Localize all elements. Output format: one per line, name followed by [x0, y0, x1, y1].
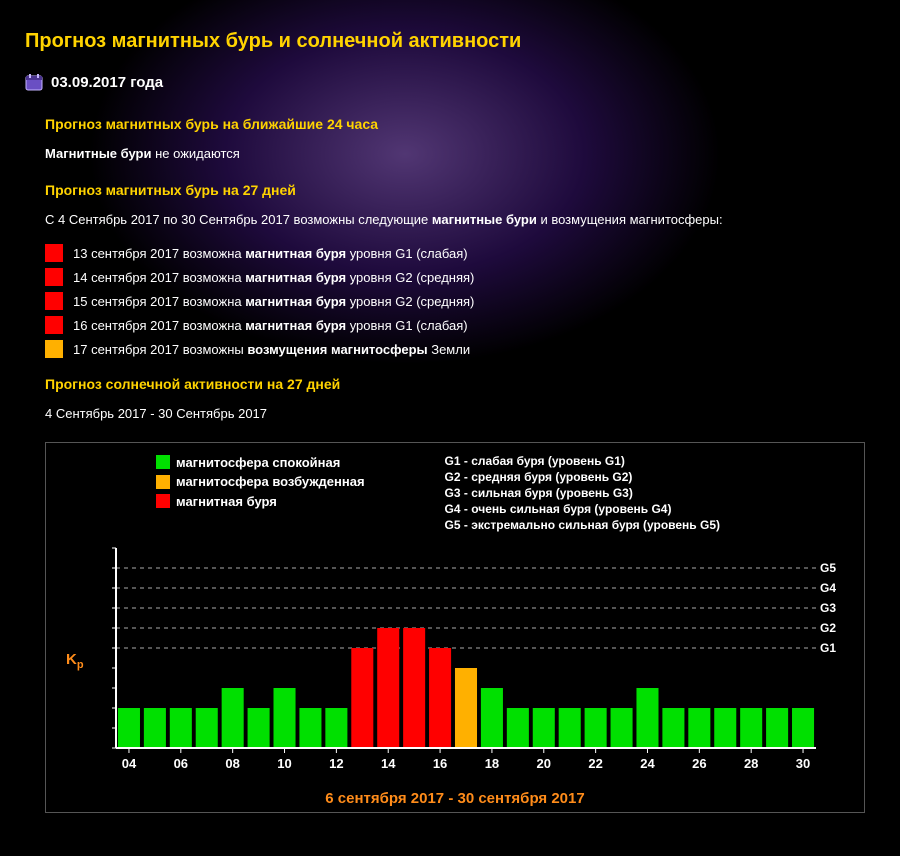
section-solar-range: 4 Сентябрь 2017 - 30 Сентябрь 2017: [45, 404, 875, 424]
legend-row: магнитная буря: [156, 492, 365, 512]
sec1-bold: Магнитные бури: [45, 146, 152, 161]
legend-label: магнитосфера спокойная: [176, 453, 340, 473]
svg-text:16: 16: [433, 756, 447, 771]
storm-text: 16 сентября 2017 возможна магнитная буря…: [73, 318, 468, 333]
storm-list-item: 14 сентября 2017 возможна магнитная буря…: [45, 268, 875, 286]
legend-label: магнитосфера возбужденная: [176, 472, 365, 492]
severity-square-icon: [45, 316, 63, 334]
svg-text:G4: G4: [820, 581, 836, 595]
svg-text:22: 22: [588, 756, 602, 771]
chart-container: магнитосфера спокойнаямагнитосфера возбу…: [45, 442, 865, 814]
legend-swatch-icon: [156, 455, 170, 469]
svg-text:10: 10: [277, 756, 291, 771]
severity-square-icon: [45, 268, 63, 286]
x-axis-caption: 6 сентября 2017 - 30 сентября 2017: [56, 790, 854, 807]
svg-text:18: 18: [485, 756, 499, 771]
intro-c: и возмущения магнитосферы:: [537, 212, 723, 227]
svg-text:G3: G3: [820, 601, 836, 615]
svg-text:28: 28: [744, 756, 758, 771]
storm-text: 14 сентября 2017 возможна магнитная буря…: [73, 270, 474, 285]
svg-text:04: 04: [122, 756, 137, 771]
legend-column: магнитосфера спокойнаямагнитосфера возбу…: [156, 453, 365, 534]
svg-text:24: 24: [640, 756, 655, 771]
storm-text: 17 сентября 2017 возможны возмущения маг…: [73, 342, 470, 357]
g-legend-line: G4 - очень сильная буря (уровень G4): [445, 501, 720, 517]
g-legend-line: G3 - сильная буря (уровень G3): [445, 485, 720, 501]
g-legend-line: G5 - экстремально сильная буря (уровень …: [445, 517, 720, 533]
page-title: Прогноз магнитных бурь и солнечной актив…: [25, 30, 875, 53]
storm-text: 15 сентября 2017 возможна магнитная буря…: [73, 294, 474, 309]
svg-text:14: 14: [381, 756, 396, 771]
svg-text:30: 30: [796, 756, 810, 771]
storm-list-item: 17 сентября 2017 возможны возмущения маг…: [45, 340, 875, 358]
intro-a: С 4 Сентябрь 2017 по 30 Сентябрь 2017 во…: [45, 212, 432, 227]
date-text: 03.09.2017 года: [51, 74, 163, 91]
svg-text:G1: G1: [820, 641, 836, 655]
svg-text:06: 06: [174, 756, 188, 771]
svg-text:G5: G5: [820, 561, 836, 575]
storm-list-item: 16 сентября 2017 возможна магнитная буря…: [45, 316, 875, 334]
chart-area: Kp 012345678910G1G2G3G4G5040608101214161…: [111, 543, 819, 788]
storm-list-item: 15 сентября 2017 возможна магнитная буря…: [45, 292, 875, 310]
kp-bar-chart: 012345678910G1G2G3G4G5040608101214161820…: [111, 543, 841, 783]
section-solar: Прогноз солнечной активности на 27 дней …: [45, 376, 875, 424]
severity-square-icon: [45, 292, 63, 310]
date-row: 03.09.2017 года: [25, 73, 875, 91]
calendar-icon: [25, 73, 43, 91]
svg-text:12: 12: [329, 756, 343, 771]
g-level-legend: G1 - слабая буря (уровень G1)G2 - средня…: [445, 453, 720, 534]
svg-text:26: 26: [692, 756, 706, 771]
intro-b: магнитные бури: [432, 212, 537, 227]
storm-list: 13 сентября 2017 возможна магнитная буря…: [45, 244, 875, 358]
g-legend-line: G2 - средняя буря (уровень G2): [445, 469, 720, 485]
section-24h: Прогноз магнитных бурь на ближайшие 24 ч…: [45, 116, 875, 164]
section-27d: Прогноз магнитных бурь на 27 дней С 4 Се…: [45, 182, 875, 359]
section-27d-intro: С 4 Сентябрь 2017 по 30 Сентябрь 2017 во…: [45, 210, 875, 230]
svg-text:08: 08: [225, 756, 239, 771]
severity-square-icon: [45, 244, 63, 262]
legend-label: магнитная буря: [176, 492, 277, 512]
legend-swatch-icon: [156, 494, 170, 508]
section-27d-title: Прогноз магнитных бурь на 27 дней: [45, 182, 875, 198]
storm-list-item: 13 сентября 2017 возможна магнитная буря…: [45, 244, 875, 262]
y-axis-label: Kp: [66, 651, 84, 671]
svg-text:20: 20: [537, 756, 551, 771]
legend-row: магнитосфера возбужденная: [156, 472, 365, 492]
storm-text: 13 сентября 2017 возможна магнитная буря…: [73, 246, 468, 261]
legend-swatch-icon: [156, 475, 170, 489]
svg-text:G2: G2: [820, 621, 836, 635]
sec1-rest: не ожидаются: [152, 146, 240, 161]
severity-square-icon: [45, 340, 63, 358]
g-legend-line: G1 - слабая буря (уровень G1): [445, 453, 720, 469]
chart-header: магнитосфера спокойнаямагнитосфера возбу…: [56, 453, 854, 544]
section-24h-text: Магнитные бури не ожидаются: [45, 144, 875, 164]
legend-row: магнитосфера спокойная: [156, 453, 365, 473]
section-solar-title: Прогноз солнечной активности на 27 дней: [45, 376, 875, 392]
section-24h-title: Прогноз магнитных бурь на ближайшие 24 ч…: [45, 116, 875, 132]
